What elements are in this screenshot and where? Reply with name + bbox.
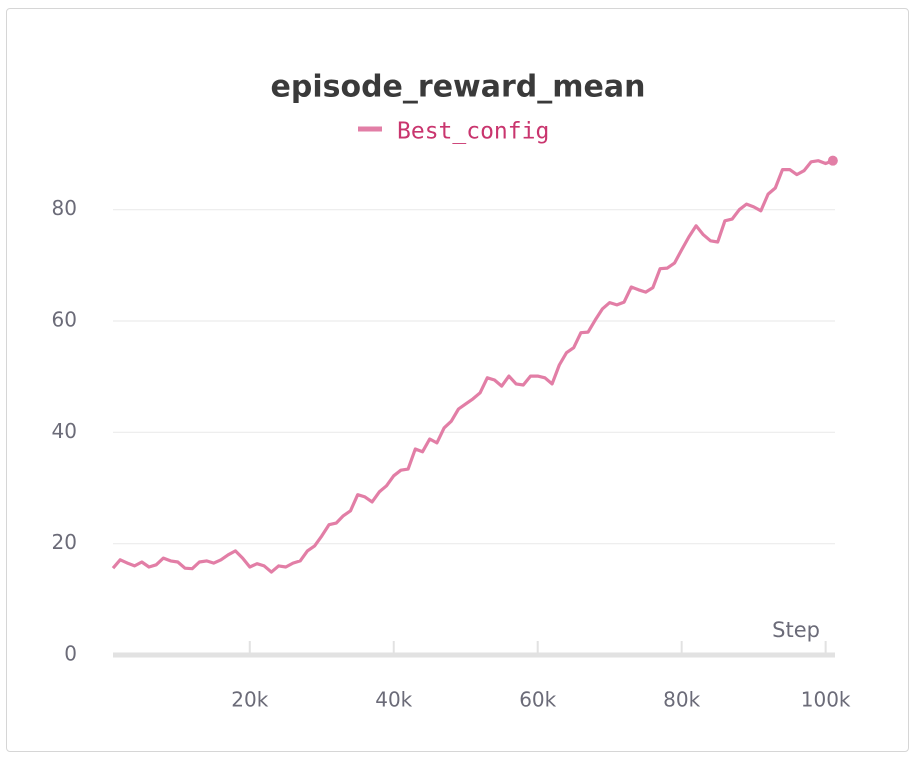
x-tick-label: 100k [801,688,851,712]
panel [6,8,909,752]
x-tick-label: 80k [663,688,700,712]
y-tick-label: 20 [52,530,77,554]
x-axis-label: Step [772,618,820,642]
chart-title: episode_reward_mean [271,70,646,105]
x-tick-label: 60k [519,688,556,712]
x-tick-label: 40k [375,688,412,712]
y-tick-label: 80 [52,196,77,220]
series-line [111,159,834,574]
y-tick-label: 0 [64,642,77,666]
end-point [827,155,838,166]
y-tick-label: 40 [52,419,77,443]
y-tick-label: 60 [52,308,77,332]
legend-label: Best_config [397,119,549,145]
x-tick-label: 20k [231,688,268,712]
